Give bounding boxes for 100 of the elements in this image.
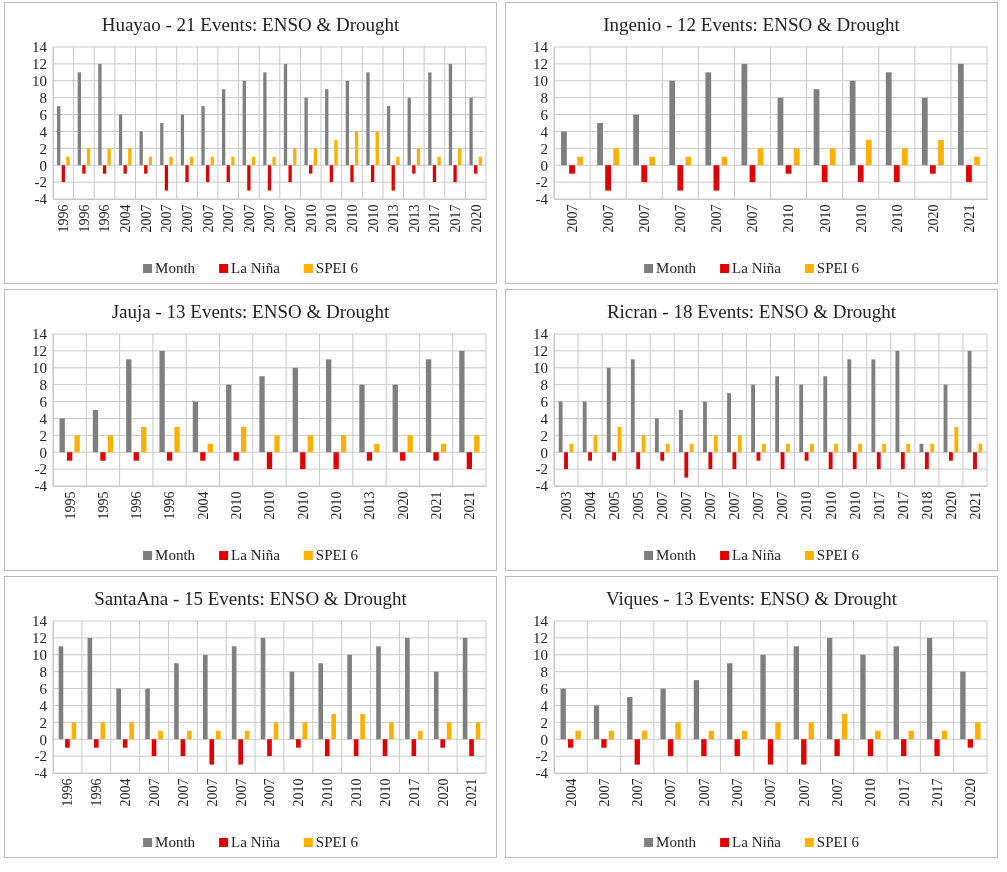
bar — [428, 72, 432, 166]
bar — [689, 443, 694, 453]
bar — [634, 739, 640, 765]
chart-title: Viques - 13 Events: ENSO & Drought — [605, 588, 898, 609]
bar — [857, 165, 864, 183]
y-tick-label: 4 — [39, 697, 48, 714]
x-tick-label: 2010 — [853, 204, 869, 233]
bar — [375, 131, 379, 166]
x-tick-label: 2007 — [596, 778, 612, 807]
bar — [139, 131, 143, 166]
bar — [684, 452, 689, 478]
bar — [180, 114, 185, 166]
bar — [307, 435, 313, 453]
bar — [412, 165, 416, 174]
bar — [185, 165, 189, 183]
y-tick-label: 6 — [540, 106, 549, 123]
y-tick-label: -2 — [34, 174, 47, 191]
bar — [283, 63, 288, 166]
x-tick-label: 2010 — [889, 204, 905, 233]
y-tick-label: 14 — [533, 39, 549, 56]
bar — [453, 165, 457, 183]
y-tick-label: 6 — [39, 393, 48, 410]
bar — [737, 435, 742, 453]
y-tick-label: 14 — [533, 613, 549, 630]
bar — [407, 97, 411, 166]
x-tick-label: 1996 — [162, 491, 178, 520]
bar — [852, 452, 857, 470]
y-tick-label: 0 — [540, 444, 548, 461]
legend-label: Month — [155, 260, 196, 276]
bar — [128, 148, 132, 166]
y-tick-label: 8 — [39, 89, 47, 106]
bar — [654, 418, 659, 453]
bar — [145, 688, 150, 740]
bar — [272, 156, 276, 166]
x-tick-label: 2007 — [262, 204, 278, 233]
y-tick-label: 12 — [32, 56, 47, 73]
x-tick-label: 2020 — [925, 204, 941, 233]
bar — [860, 654, 866, 740]
bar — [678, 410, 683, 453]
bar — [205, 165, 210, 183]
x-tick-label: 2010 — [329, 491, 345, 520]
bar — [187, 730, 192, 740]
x-tick-label: 2017 — [871, 491, 887, 520]
bar — [370, 165, 375, 183]
bar — [107, 435, 114, 453]
bar — [333, 452, 339, 470]
y-tick-label: 4 — [540, 697, 549, 714]
bar — [107, 148, 111, 166]
x-tick-label: 2007 — [830, 778, 846, 807]
bar — [713, 165, 720, 191]
x-tick-label: 2010 — [781, 204, 797, 233]
bar — [334, 139, 338, 166]
x-tick-label: 2020 — [468, 204, 484, 233]
bar — [960, 671, 966, 740]
bar — [606, 367, 611, 453]
bar — [934, 739, 940, 757]
legend-label: La Niña — [231, 834, 281, 850]
x-tick-label: 1995 — [95, 491, 111, 520]
bar — [727, 663, 733, 740]
legend-label: La Niña — [732, 834, 782, 850]
x-tick-label: 2007 — [159, 204, 175, 233]
bar — [973, 452, 977, 470]
y-tick-label: 10 — [32, 647, 47, 664]
x-tick-label: 2010 — [320, 778, 336, 807]
bar — [597, 123, 603, 166]
y-tick-label: 6 — [540, 393, 549, 410]
x-tick-label: 2007 — [679, 491, 695, 520]
bar — [74, 435, 80, 453]
bar — [474, 165, 478, 174]
chart-title: Ingenio - 12 Events: ENSO & Drought — [603, 14, 901, 35]
bar — [417, 730, 423, 740]
bar — [954, 426, 959, 453]
x-tick-label: 2010 — [863, 778, 879, 807]
bar — [164, 165, 169, 191]
bar — [77, 72, 81, 166]
bar — [166, 452, 173, 461]
bar — [469, 97, 473, 166]
y-tick-label: 14 — [32, 326, 48, 343]
bar — [593, 705, 600, 740]
x-tick-label: 2010 — [324, 204, 340, 233]
x-tick-label: 2017 — [427, 204, 443, 233]
bar — [938, 139, 944, 166]
legend-label: Month — [656, 260, 697, 276]
bar — [841, 713, 848, 740]
chart-title: SantaAna - 15 Events: ENSO & Drought — [94, 588, 408, 609]
legend-label: La Niña — [732, 547, 782, 563]
bar — [799, 384, 804, 453]
x-tick-label: 2007 — [703, 491, 719, 520]
x-tick-label: 2007 — [745, 204, 761, 233]
x-tick-label: 2007 — [630, 778, 646, 807]
bar — [267, 165, 272, 191]
x-tick-label: 2010 — [344, 204, 360, 233]
bar — [823, 376, 828, 453]
bar — [636, 452, 641, 470]
bar — [893, 165, 900, 183]
x-tick-label: 2010 — [303, 204, 319, 233]
bar — [821, 165, 828, 183]
y-tick-label: 0 — [540, 157, 548, 174]
x-tick-label: 2007 — [200, 204, 216, 233]
y-tick-label: 8 — [540, 89, 548, 106]
